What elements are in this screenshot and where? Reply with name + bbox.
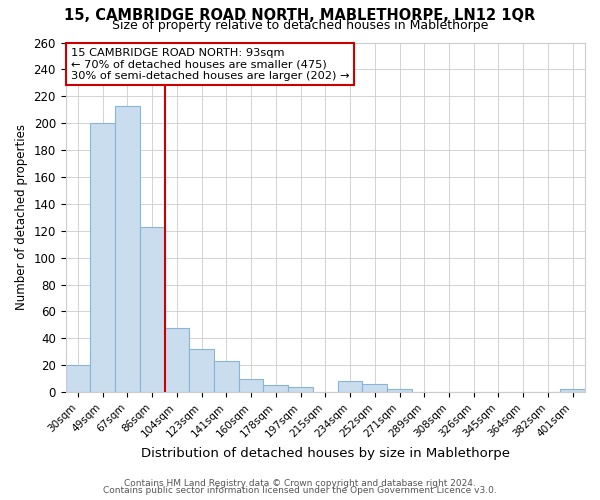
Bar bbox=[190, 349, 214, 392]
X-axis label: Distribution of detached houses by size in Mablethorpe: Distribution of detached houses by size … bbox=[141, 447, 510, 460]
Bar bbox=[91, 123, 115, 392]
Text: Contains public sector information licensed under the Open Government Licence v3: Contains public sector information licen… bbox=[103, 486, 497, 495]
Text: 15 CAMBRIDGE ROAD NORTH: 93sqm
← 70% of detached houses are smaller (475)
30% of: 15 CAMBRIDGE ROAD NORTH: 93sqm ← 70% of … bbox=[71, 48, 349, 81]
Bar bbox=[115, 106, 140, 392]
Bar bbox=[239, 378, 263, 392]
Y-axis label: Number of detached properties: Number of detached properties bbox=[15, 124, 28, 310]
Bar bbox=[65, 365, 91, 392]
Bar bbox=[140, 226, 164, 392]
Text: Size of property relative to detached houses in Mablethorpe: Size of property relative to detached ho… bbox=[112, 19, 488, 32]
Bar bbox=[288, 386, 313, 392]
Bar bbox=[263, 386, 288, 392]
Bar bbox=[164, 328, 190, 392]
Bar bbox=[338, 382, 362, 392]
Bar bbox=[362, 384, 387, 392]
Bar bbox=[560, 390, 585, 392]
Text: Contains HM Land Registry data © Crown copyright and database right 2024.: Contains HM Land Registry data © Crown c… bbox=[124, 478, 476, 488]
Bar bbox=[214, 361, 239, 392]
Text: 15, CAMBRIDGE ROAD NORTH, MABLETHORPE, LN12 1QR: 15, CAMBRIDGE ROAD NORTH, MABLETHORPE, L… bbox=[64, 8, 536, 22]
Bar bbox=[387, 390, 412, 392]
